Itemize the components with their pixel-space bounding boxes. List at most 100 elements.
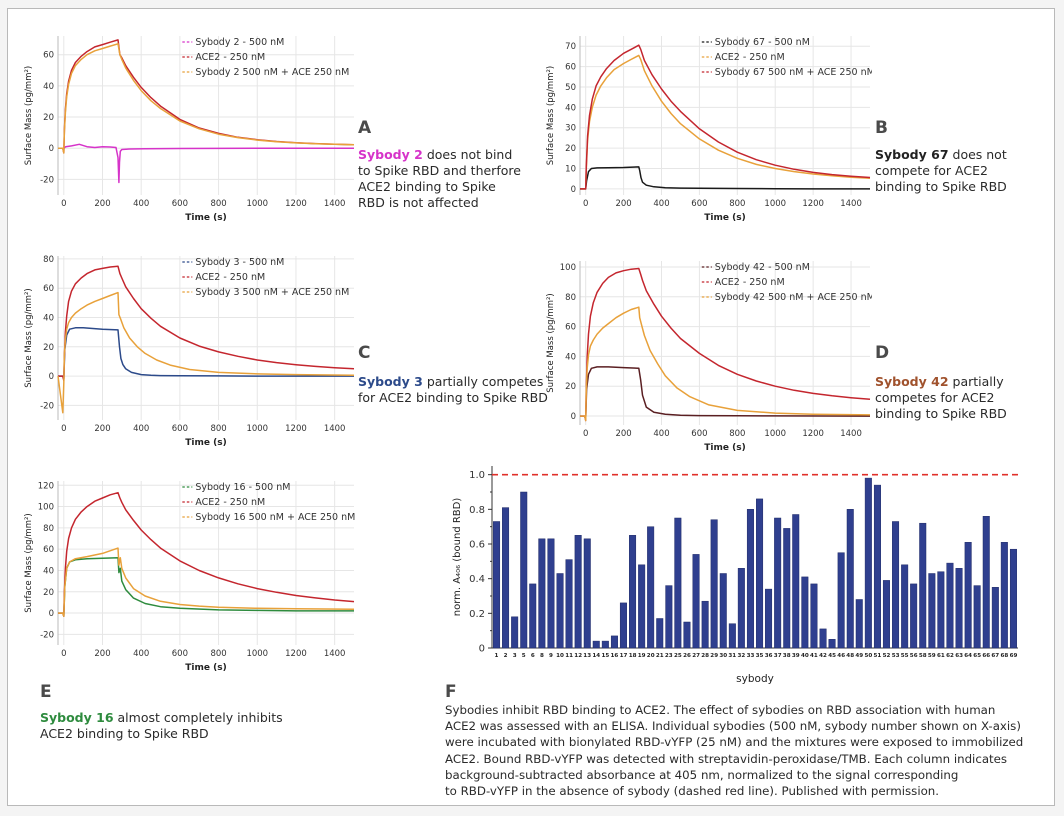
y-tick-label: 20 — [43, 588, 54, 598]
x-tick-label: 800 — [210, 649, 226, 659]
bar — [683, 621, 691, 649]
x-tick-label: 36 — [765, 653, 773, 659]
y-tick-label: 70 — [565, 42, 576, 52]
grid — [580, 261, 870, 425]
bar — [810, 583, 818, 649]
y-tick-label: 0 — [571, 412, 576, 422]
bar — [547, 538, 555, 649]
bar — [529, 583, 537, 649]
panel-f-caption-line: background-subtracted absorbance at 405 … — [445, 767, 959, 782]
panel-c-letter: C — [358, 343, 371, 363]
legend-entry: Sybody 16 - 500 nM — [195, 482, 290, 493]
x-tick-label: 1200 — [802, 199, 824, 209]
panel-f-caption-line: Sybodies inhibit RBD binding to ACE2. Th… — [445, 703, 996, 717]
y-axis-label: norm. A₄₀₆ (bound RBD) — [452, 498, 463, 617]
grid — [580, 36, 870, 195]
bar — [982, 516, 990, 649]
series-line — [58, 43, 355, 154]
x-tick-label: 1200 — [802, 429, 824, 439]
caption-line: Sybody 42 partially — [875, 374, 1007, 390]
legend-entry: ACE2 - 250 nM — [715, 277, 785, 288]
caption-text: does not bind — [422, 147, 513, 162]
series-line — [580, 44, 871, 190]
series-line — [58, 547, 355, 617]
x-tick-label: 600 — [172, 649, 188, 659]
caption-line: binding to Spike RBD — [875, 406, 1007, 421]
bar — [538, 538, 546, 649]
x-tick-label: 8 — [540, 653, 544, 659]
y-tick-label: 40 — [43, 314, 54, 324]
y-tick-label: 80 — [43, 255, 54, 265]
y-tick-label: 30 — [565, 124, 576, 134]
y-axis-label: Surface Mass (pg/mm²) — [24, 288, 34, 387]
x-tick-label: 1400 — [840, 199, 862, 209]
bar — [638, 564, 646, 649]
y-tick-label: -20 — [40, 175, 54, 185]
sybody-name: Sybody 67 — [875, 147, 949, 162]
x-axis-label: sybody — [736, 673, 774, 685]
x-axis-label: Time (s) — [185, 213, 226, 223]
panel-b-chart: 0 200 400 600 800 1000 1200 1400 0 10 20 30 40 50 60 70… — [546, 36, 872, 223]
x-tick-label: 31 — [728, 653, 736, 659]
caption-line: ACE2 binding to Spike — [358, 179, 496, 194]
x-tick-label: 42 — [819, 653, 827, 659]
x-tick-label: 16 — [611, 653, 619, 659]
panel-e-letter: E — [40, 682, 52, 702]
x-tick-label: 58 — [919, 653, 927, 659]
x-tick-label: 1400 — [324, 649, 346, 659]
legend-entry: ACE2 - 250 nM — [715, 52, 785, 63]
legend-entry: Sybody 42 500 nM + ACE 250 nM — [715, 292, 872, 303]
panel-a-caption: Sybody 2 does not bind to Spike RBD and t… — [358, 147, 521, 211]
x-tick-label: 64 — [964, 653, 972, 659]
x-tick-label: 12 — [574, 653, 582, 659]
x-tick-label: 63 — [955, 653, 963, 659]
bar — [946, 562, 954, 649]
caption-line: competes for ACE2 — [875, 390, 995, 405]
x-tick-label: 51 — [874, 653, 882, 659]
bar — [910, 583, 918, 649]
bar — [1000, 542, 1008, 649]
sybody-name: Sybody 3 — [358, 374, 423, 389]
series-line — [58, 491, 355, 617]
bar — [846, 509, 854, 649]
x-tick-label: 46 — [837, 653, 845, 659]
panel-f-caption: Sybodies inhibit RBD binding to ACE2. Th… — [445, 702, 1050, 799]
y-tick-label: 60 — [565, 63, 576, 73]
panel-d-caption: Sybody 42 partially competes for ACE2 bind… — [875, 374, 1007, 422]
caption-line: ACE2 binding to Spike RBD — [40, 726, 209, 741]
sybody-name: Sybody 42 — [875, 374, 949, 389]
bar — [601, 640, 609, 649]
caption-line: binding to Spike RBD — [875, 179, 1007, 194]
x-tick-label: 49 — [855, 653, 863, 659]
x-tick-label: 33 — [747, 653, 755, 659]
x-tick-label: 25 — [674, 653, 682, 659]
sybody-name: Sybody 16 — [40, 710, 114, 725]
legend-entry: Sybody 67 500 nM + ACE 250 nM — [715, 67, 872, 78]
x-tick-label: 800 — [729, 199, 745, 209]
x-tick-label: 400 — [653, 429, 669, 439]
x-tick-label: 14 — [592, 653, 600, 659]
y-tick-label: 20 — [43, 113, 54, 123]
bar — [656, 618, 664, 649]
x-tick-label: 0 — [61, 199, 66, 209]
x-tick-label: 1000 — [246, 649, 268, 659]
x-tick-label: 1400 — [324, 199, 346, 209]
x-tick-label: 800 — [210, 199, 226, 209]
x-tick-label: 55 — [901, 653, 909, 659]
panel-f-caption-line: to RBD-vYFP in the absence of sybody (da… — [445, 784, 940, 799]
panel-a-chart: 0 200 400 600 800 1000 1200 1400 -20 0 20 40 60 Time … — [24, 36, 355, 223]
y-tick-label: 20 — [43, 343, 54, 353]
x-tick-label: 400 — [653, 199, 669, 209]
bar — [765, 588, 773, 649]
x-tick-label: 52 — [883, 653, 891, 659]
y-tick-label: 0.8 — [469, 505, 485, 516]
bar — [783, 528, 791, 649]
x-tick-label: 200 — [94, 649, 110, 659]
y-axis-label: Surface Mass (pg/mm²) — [546, 66, 556, 165]
x-tick-label: 39 — [792, 653, 800, 659]
x-tick-label: 13 — [583, 653, 591, 659]
x-tick-label: 200 — [615, 199, 631, 209]
y-tick-label: 40 — [565, 103, 576, 113]
x-tick-label: 1200 — [285, 649, 307, 659]
caption-text: partially competes — [422, 374, 544, 389]
